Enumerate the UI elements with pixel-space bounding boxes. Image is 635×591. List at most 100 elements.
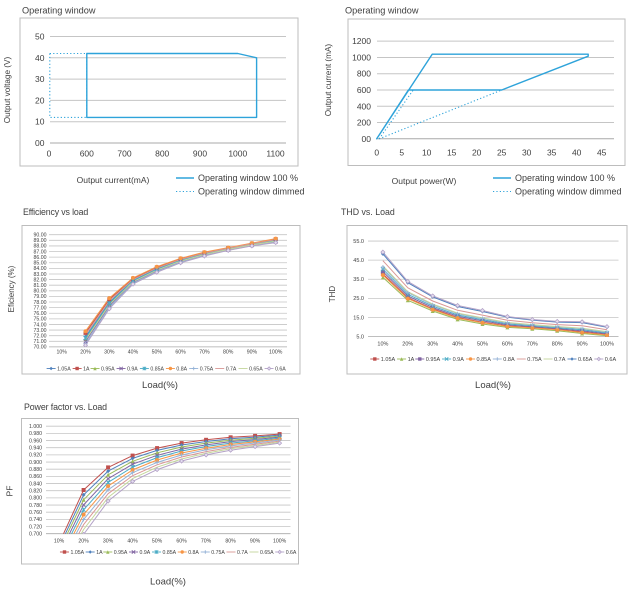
svg-text:20%: 20% — [80, 350, 91, 356]
svg-text:90%: 90% — [250, 539, 261, 545]
svg-text:0.7A: 0.7A — [226, 366, 237, 372]
svg-text:30%: 30% — [103, 539, 114, 545]
svg-text:0.65A: 0.65A — [249, 366, 263, 372]
svg-text:20: 20 — [35, 95, 45, 105]
svg-text:78.00: 78.00 — [34, 300, 47, 306]
svg-text:60%: 60% — [502, 342, 513, 348]
svg-text:0.940: 0.940 — [29, 446, 42, 452]
svg-text:30: 30 — [522, 148, 532, 158]
svg-text:50%: 50% — [477, 342, 488, 348]
svg-text:0.860: 0.860 — [29, 474, 42, 480]
svg-text:82.00: 82.00 — [34, 277, 47, 283]
svg-text:0.700: 0.700 — [29, 532, 42, 538]
svg-text:1100: 1100 — [266, 149, 285, 159]
svg-text:25.0: 25.0 — [353, 296, 364, 302]
svg-text:40: 40 — [572, 148, 582, 158]
svg-text:0.8A: 0.8A — [176, 366, 187, 372]
svg-text:Efficiency vs load: Efficiency vs load — [23, 207, 88, 217]
svg-text:1A: 1A — [83, 366, 90, 372]
svg-text:0.75A: 0.75A — [200, 366, 214, 372]
svg-text:73.00: 73.00 — [34, 328, 47, 334]
svg-text:10: 10 — [422, 148, 432, 158]
svg-text:0.65A: 0.65A — [260, 550, 274, 556]
svg-text:60%: 60% — [175, 350, 186, 356]
svg-text:5: 5 — [399, 148, 404, 158]
svg-text:45: 45 — [597, 148, 607, 158]
svg-text:800: 800 — [357, 69, 371, 79]
svg-text:81.00: 81.00 — [34, 283, 47, 289]
svg-text:10%: 10% — [57, 350, 68, 356]
svg-text:35.0: 35.0 — [353, 277, 364, 283]
svg-text:80%: 80% — [225, 539, 236, 545]
svg-text:0.780: 0.780 — [29, 503, 42, 509]
svg-text:00: 00 — [35, 138, 45, 148]
svg-text:Operating window 100 %: Operating window 100 % — [515, 173, 615, 183]
svg-text:70%: 70% — [527, 342, 538, 348]
svg-text:PF: PF — [5, 486, 15, 497]
svg-text:89.00: 89.00 — [34, 238, 47, 244]
svg-text:100%: 100% — [273, 539, 287, 545]
svg-text:20%: 20% — [78, 539, 89, 545]
svg-text:0.960: 0.960 — [29, 438, 42, 444]
svg-text:Load(%): Load(%) — [142, 380, 178, 391]
svg-text:71.00: 71.00 — [34, 339, 47, 345]
svg-text:Operating window dimmed: Operating window dimmed — [515, 187, 622, 197]
svg-text:0: 0 — [374, 148, 379, 158]
svg-text:900: 900 — [193, 149, 207, 159]
svg-text:Eficiency (%): Eficiency (%) — [7, 265, 16, 312]
svg-text:30%: 30% — [104, 350, 115, 356]
svg-text:50: 50 — [35, 32, 45, 42]
svg-text:1000: 1000 — [352, 53, 371, 63]
svg-text:0.880: 0.880 — [29, 467, 42, 473]
svg-text:0.65A: 0.65A — [578, 357, 593, 363]
svg-text:60%: 60% — [176, 539, 187, 545]
svg-text:87.00: 87.00 — [34, 249, 47, 255]
svg-text:35: 35 — [547, 148, 557, 158]
svg-text:40: 40 — [35, 53, 45, 63]
svg-text:85.00: 85.00 — [34, 261, 47, 267]
svg-text:76.00: 76.00 — [34, 311, 47, 317]
svg-text:77.00: 77.00 — [34, 305, 47, 311]
svg-text:Load(%): Load(%) — [150, 577, 186, 588]
svg-text:30%: 30% — [427, 342, 438, 348]
svg-text:1A: 1A — [408, 357, 415, 363]
svg-text:0.95A: 0.95A — [101, 366, 115, 372]
svg-text:0.6A: 0.6A — [275, 366, 286, 372]
svg-text:Operating window dimmed: Operating window dimmed — [198, 187, 305, 197]
svg-text:70%: 70% — [201, 539, 212, 545]
svg-text:200: 200 — [357, 118, 371, 128]
svg-text:100%: 100% — [600, 342, 614, 348]
svg-text:84.00: 84.00 — [34, 266, 47, 272]
svg-text:20%: 20% — [402, 342, 413, 348]
svg-text:600: 600 — [357, 85, 371, 95]
svg-text:72.00: 72.00 — [34, 334, 47, 340]
svg-text:Output current(mA): Output current(mA) — [77, 175, 150, 185]
svg-text:40%: 40% — [452, 342, 463, 348]
svg-text:1.05A: 1.05A — [57, 366, 71, 372]
svg-text:0.6A: 0.6A — [286, 550, 297, 556]
svg-text:10%: 10% — [54, 539, 65, 545]
svg-text:0.740: 0.740 — [29, 517, 42, 523]
svg-text:80%: 80% — [552, 342, 563, 348]
svg-text:0.9A: 0.9A — [140, 550, 151, 556]
svg-text:Operating window: Operating window — [22, 6, 96, 16]
svg-text:Output current (mA): Output current (mA) — [324, 44, 333, 117]
svg-text:0.840: 0.840 — [29, 481, 42, 487]
svg-text:0.7A: 0.7A — [237, 550, 248, 556]
svg-text:1.000: 1.000 — [29, 424, 42, 430]
svg-text:90.00: 90.00 — [34, 233, 47, 239]
svg-text:80.00: 80.00 — [34, 289, 47, 295]
svg-text:0.85A: 0.85A — [163, 550, 177, 556]
svg-text:10%: 10% — [377, 342, 388, 348]
svg-text:20: 20 — [472, 148, 482, 158]
svg-text:THD: THD — [328, 286, 337, 303]
svg-text:0.980: 0.980 — [29, 431, 42, 437]
svg-text:90%: 90% — [247, 350, 258, 356]
svg-text:40%: 40% — [128, 350, 139, 356]
svg-text:79.00: 79.00 — [34, 294, 47, 300]
svg-text:0.800: 0.800 — [29, 496, 42, 502]
svg-text:15: 15 — [447, 148, 457, 158]
svg-text:600: 600 — [80, 149, 94, 159]
svg-text:70%: 70% — [199, 350, 210, 356]
svg-text:75.00: 75.00 — [34, 317, 47, 323]
